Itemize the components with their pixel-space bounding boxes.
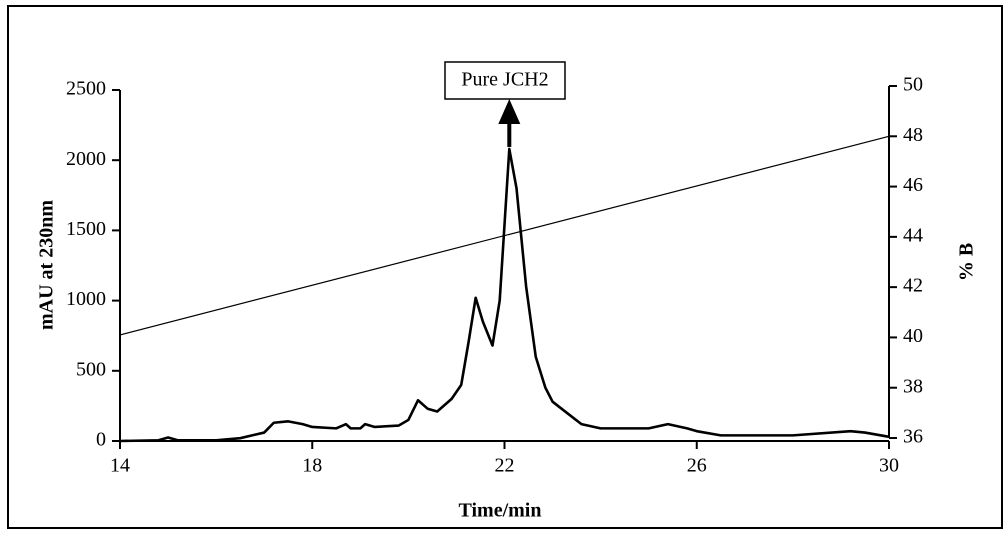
y2-tick-label: 36 — [903, 426, 923, 448]
y2-tick-label: 46 — [903, 174, 923, 196]
x-tick-label: 18 — [302, 455, 322, 477]
annotation: Pure JCH2 — [461, 69, 548, 91]
y2-tick-label: 44 — [903, 224, 923, 246]
y2-tick-label: 42 — [903, 275, 923, 297]
x-tick-label: 22 — [495, 455, 515, 477]
y2-tick-label: 50 — [903, 74, 923, 96]
y2-tick-label: 48 — [903, 124, 923, 146]
series-line — [119, 147, 890, 443]
y-tick-label: 500 — [76, 358, 106, 380]
annotation-arrowhead — [498, 99, 521, 124]
x-axis-label: Time/min — [459, 500, 542, 522]
y-tick-label: 2000 — [66, 148, 106, 170]
x-tick-label: 14 — [110, 455, 130, 477]
frame — [7, 5, 1003, 529]
y-tick-label: 1000 — [66, 288, 106, 310]
y-tick-label: 1500 — [66, 218, 106, 240]
y-tick-label: 0 — [96, 429, 106, 451]
x-tick-label: 26 — [687, 455, 707, 477]
y2-axis-label: % B — [956, 243, 978, 281]
series-line — [119, 135, 890, 336]
y-axis-label: mAU at 230nm — [36, 200, 58, 330]
y-tick-label: 2500 — [66, 78, 106, 100]
y2-tick-label: 38 — [903, 375, 923, 397]
annotation-box — [444, 61, 566, 100]
x-tick-label: 30 — [879, 455, 899, 477]
y2-tick-label: 40 — [903, 325, 923, 347]
